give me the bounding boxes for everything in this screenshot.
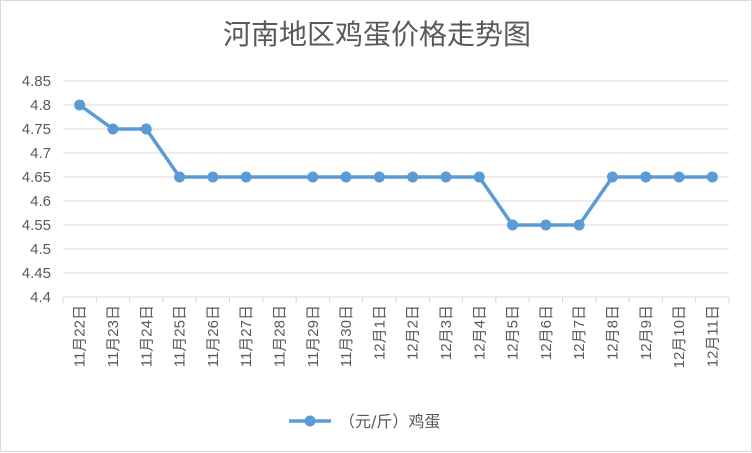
- data-point: [473, 171, 485, 183]
- data-point: [74, 99, 86, 111]
- legend-marker-swatch: [304, 415, 316, 427]
- data-point: [174, 171, 186, 183]
- legend: （元/斤）鸡蛋: [289, 412, 440, 431]
- x-tick-label: 11月24日: [138, 305, 155, 367]
- y-axis: 4.4 4.45 4.5 4.55 4.6 4.65 4.7 4.75 4.8 4.85: [22, 73, 51, 306]
- y-tick-label: 4.4: [30, 289, 51, 306]
- legend-label: （元/斤）鸡蛋: [339, 412, 440, 431]
- x-tick-label: 11月28日: [271, 305, 288, 367]
- y-tick-label: 4.55: [22, 217, 51, 234]
- y-tick-label: 4.45: [22, 265, 51, 282]
- x-tick-label: 12月1日: [371, 305, 388, 360]
- y-tick-label: 4.8: [30, 97, 51, 114]
- data-point: [606, 171, 618, 183]
- x-tick-label: 12月2日: [405, 305, 422, 360]
- x-tick-label: 11月27日: [238, 305, 255, 367]
- data-point: [207, 171, 219, 183]
- x-tick-label: 11月30日: [338, 305, 355, 367]
- data-point: [373, 171, 385, 183]
- x-tick-label: 11月22日: [72, 305, 89, 367]
- data-point: [507, 219, 519, 231]
- series-layer: [74, 99, 718, 231]
- chart-title: 河南地区鸡蛋价格走势图: [223, 18, 531, 51]
- data-point: [107, 123, 119, 135]
- x-tick-label: 12月11日: [704, 305, 721, 367]
- x-tick-label: 11月23日: [105, 305, 122, 367]
- x-tick-label: 12月6日: [538, 305, 555, 360]
- data-point: [240, 171, 252, 183]
- x-tick-label: 11月25日: [172, 305, 189, 367]
- x-tick-label: 12月9日: [638, 305, 655, 360]
- data-point: [706, 171, 718, 183]
- data-point: [307, 171, 319, 183]
- x-tick-label: 12月4日: [471, 305, 488, 360]
- y-tick-label: 4.6: [30, 193, 51, 210]
- x-tick-label: 12月3日: [438, 305, 455, 360]
- x-tick-label: 12月8日: [604, 305, 621, 360]
- data-point: [540, 219, 552, 231]
- y-tick-label: 4.75: [22, 121, 51, 138]
- data-point: [640, 171, 652, 183]
- x-tick-label: 12月5日: [505, 305, 522, 360]
- x-tick-label: 12月7日: [571, 305, 588, 360]
- series-line: [78, 103, 713, 227]
- data-point: [573, 219, 585, 231]
- data-point: [407, 171, 419, 183]
- x-tick-label: 11月26日: [205, 305, 222, 367]
- data-point: [140, 123, 152, 135]
- x-tick-label: 12月10日: [671, 305, 688, 368]
- data-point: [673, 171, 685, 183]
- x-axis: 11月22日 11月23日 11月24日 11月25日 11月26日 11月27日 11月2…: [62, 297, 730, 368]
- y-tick-label: 4.7: [30, 145, 51, 162]
- y-tick-label: 4.65: [22, 169, 51, 186]
- y-tick-label: 4.85: [22, 73, 51, 90]
- x-tick-label: 11月29日: [305, 305, 322, 367]
- y-tick-label: 4.5: [30, 241, 51, 258]
- data-point: [440, 171, 452, 183]
- gridlines: [63, 80, 729, 298]
- data-point: [340, 171, 352, 183]
